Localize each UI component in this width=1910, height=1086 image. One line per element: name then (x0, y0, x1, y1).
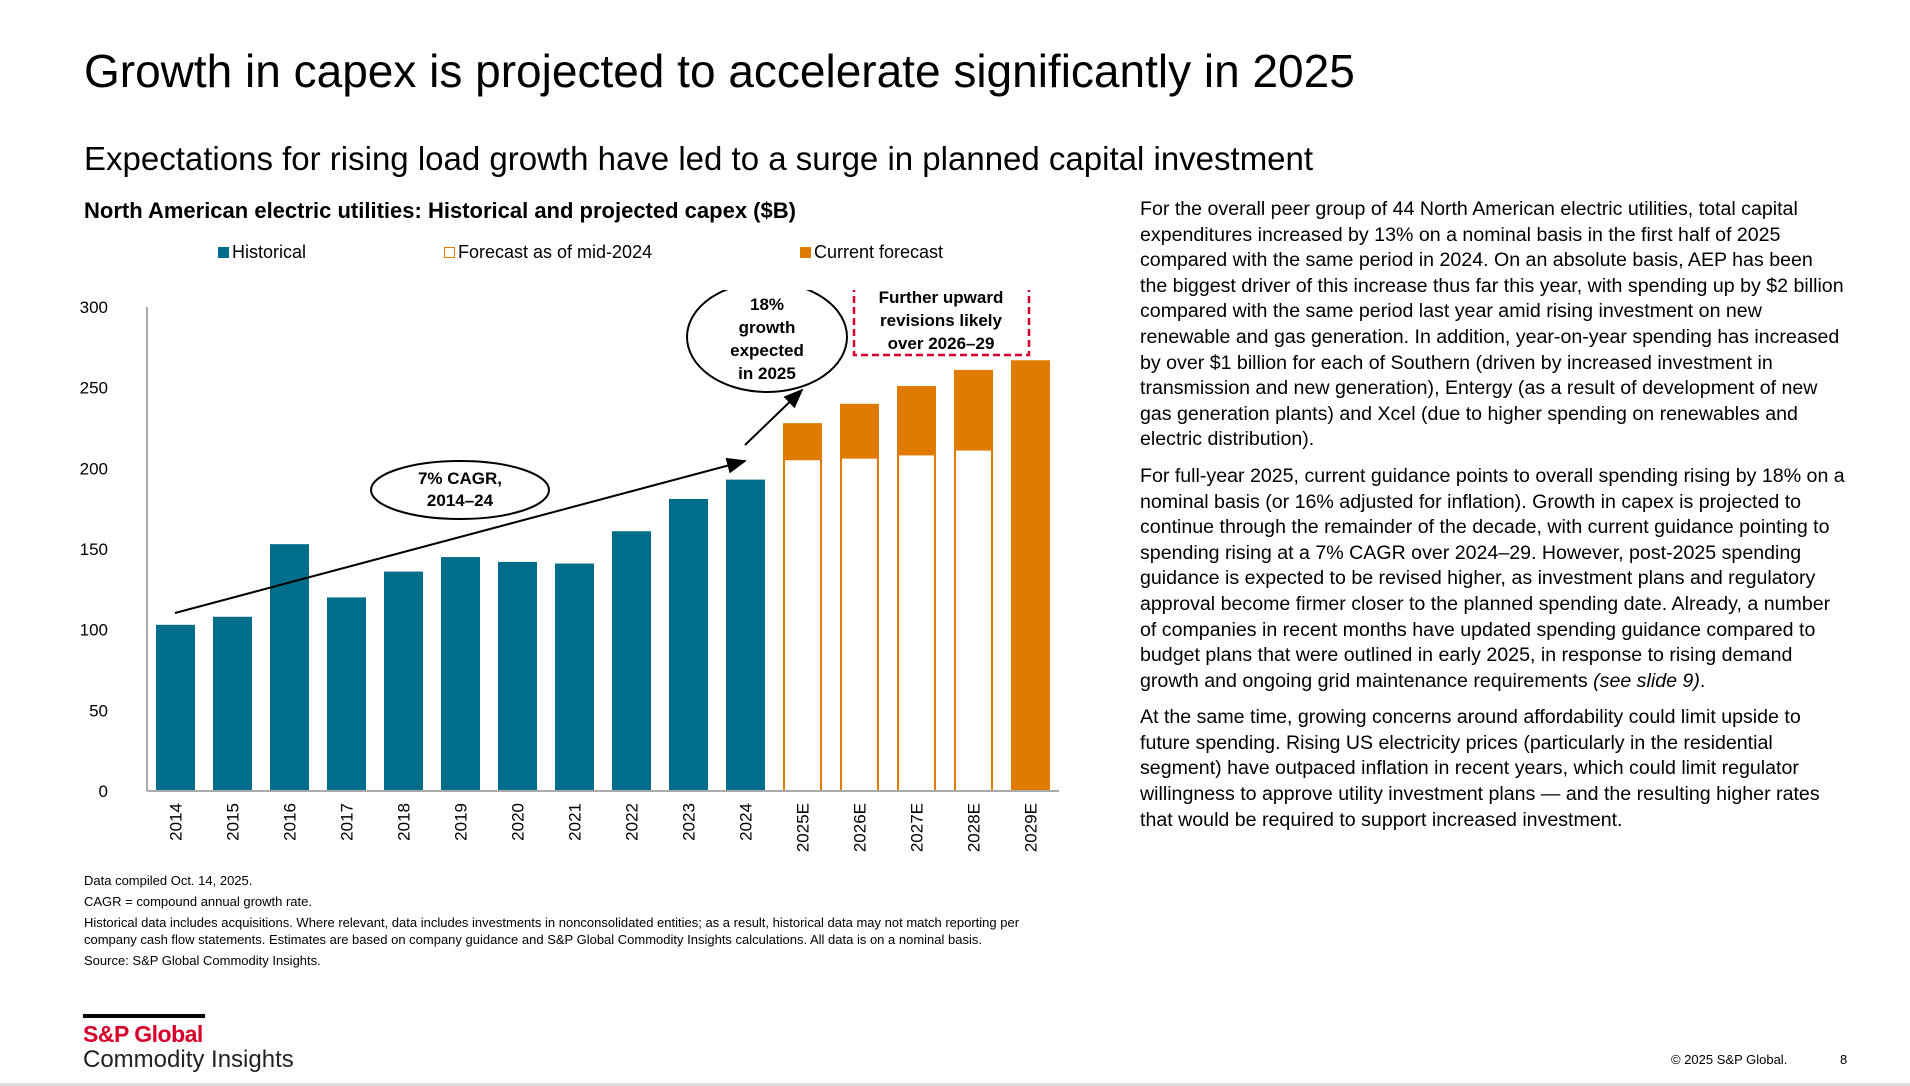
cagr-annotation: 7% CAGR, 2014–24 (370, 460, 550, 520)
chart-footnotes: Data compiled Oct. 14, 2025. CAGR = comp… (84, 872, 1074, 973)
legend-swatch-forecast (444, 247, 455, 258)
growth-line-3: expected (730, 341, 804, 360)
legend-label: Current forecast (814, 242, 944, 262)
slide-subtitle: Expectations for rising load growth have… (84, 140, 1314, 177)
x-tick-label: 2025E (794, 803, 813, 852)
bar-historical (441, 557, 480, 791)
bar-forecast-mid-2024 (842, 458, 877, 791)
y-tick-label: 200 (80, 459, 108, 478)
x-tick-label: 2019 (452, 803, 471, 841)
x-tick-label: 2020 (509, 803, 528, 841)
y-tick-label: 100 (80, 621, 108, 640)
legend-label: Historical (232, 242, 307, 262)
bar-historical (555, 563, 594, 791)
bar-historical (384, 571, 423, 791)
bar-forecast-mid-2024 (899, 455, 934, 791)
page-number: 8 (1840, 1052, 1848, 1067)
legend-swatch-current (800, 247, 811, 258)
bar-historical (327, 597, 366, 791)
legend-forecast-mid-2024: Forecast as of mid-2024 (444, 242, 652, 263)
x-tick-label: 2014 (167, 803, 186, 841)
note-cagr: CAGR = compound annual growth rate. (84, 894, 312, 909)
bar-historical (612, 531, 651, 791)
bar-current-forecast (1011, 360, 1050, 791)
note-source: Source: S&P Global Commodity Insights. (84, 953, 321, 968)
bar-historical (669, 498, 708, 791)
y-tick-label: 250 (80, 379, 108, 398)
x-tick-label: 2017 (338, 803, 357, 841)
logo-rule (83, 1014, 205, 1018)
paragraph-2-end: . (1699, 669, 1706, 692)
commentary-text: For the overall peer group of 44 North A… (1140, 197, 1845, 844)
paragraph-2-text: For full-year 2025, current guidance poi… (1140, 464, 1845, 692)
x-tick-label: 2018 (395, 803, 414, 841)
bar-historical (213, 616, 252, 791)
paragraph-2: For full-year 2025, current guidance poi… (1140, 464, 1845, 694)
x-tick-label: 2028E (965, 803, 984, 852)
y-tick-label: 50 (89, 701, 108, 720)
cagr-line-2: 2014–24 (427, 491, 494, 510)
bar-forecast-mid-2024 (785, 460, 820, 791)
y-tick-label: 150 (80, 540, 108, 559)
sp-global-logo: S&P Global Commodity Insights (83, 1014, 294, 1074)
paragraph-3: At the same time, growing concerns aroun… (1140, 706, 1820, 831)
legend-current-forecast: Current forecast (800, 242, 943, 263)
slide-title: Growth in capex is projected to accelera… (84, 45, 1355, 97)
revisions-line-2: revisions likely (880, 311, 1002, 330)
note-historical: Historical data includes acquisitions. W… (84, 915, 1020, 947)
legend-historical: Historical (218, 242, 306, 263)
slide-reference: (see slide 9) (1593, 669, 1700, 692)
growth-annotation: 18% growth expected in 2025 (686, 290, 848, 393)
logo-line-1: S&P Global (83, 1021, 203, 1047)
logo-line-2: Commodity Insights (83, 1046, 294, 1073)
growth-line-1: 18% (750, 295, 784, 314)
growth-arrow (744, 388, 804, 446)
x-tick-label: 2021 (566, 803, 585, 841)
paragraph-1: For the overall peer group of 44 North A… (1140, 198, 1844, 451)
bar-historical (270, 544, 309, 791)
x-tick-label: 2024 (737, 803, 756, 841)
x-tick-label: 2022 (623, 803, 642, 841)
growth-line-4: in 2025 (738, 364, 796, 383)
growth-line-2: growth (739, 318, 796, 337)
legend-swatch-historical (218, 247, 229, 258)
revisions-line-3: over 2026–29 (888, 334, 995, 353)
bar-historical (156, 624, 195, 791)
y-tick-label: 300 (80, 298, 108, 317)
bottom-divider (0, 1083, 1910, 1086)
bar-historical (498, 561, 537, 791)
x-tick-label: 2015 (224, 803, 243, 841)
x-tick-label: 2029E (1022, 803, 1041, 852)
copyright: © 2025 S&P Global. (1671, 1052, 1788, 1067)
chart-title: North American electric utilities: Histo… (84, 198, 796, 223)
capex-bar-chart: 0 50 100 150 200 250 300 2014 2015 2016 2017 2018 2… (80, 290, 1059, 852)
x-tick-label: 2027E (908, 803, 927, 852)
revisions-line-1: Further upward (879, 290, 1004, 307)
x-tick-label: 2016 (281, 803, 300, 841)
revisions-annotation: Further upward revisions likely over 202… (852, 290, 1031, 357)
cagr-trend-arrow (174, 457, 747, 614)
bar-historical (726, 479, 765, 791)
cagr-line-1: 7% CAGR, (418, 469, 502, 488)
legend-label: Forecast as of mid-2024 (458, 242, 653, 262)
note-compiled: Data compiled Oct. 14, 2025. (84, 873, 253, 888)
y-tick-label: 0 (99, 782, 108, 801)
x-tick-label: 2026E (851, 803, 870, 852)
x-tick-label: 2023 (680, 803, 699, 841)
bar-forecast-mid-2024 (956, 450, 991, 791)
